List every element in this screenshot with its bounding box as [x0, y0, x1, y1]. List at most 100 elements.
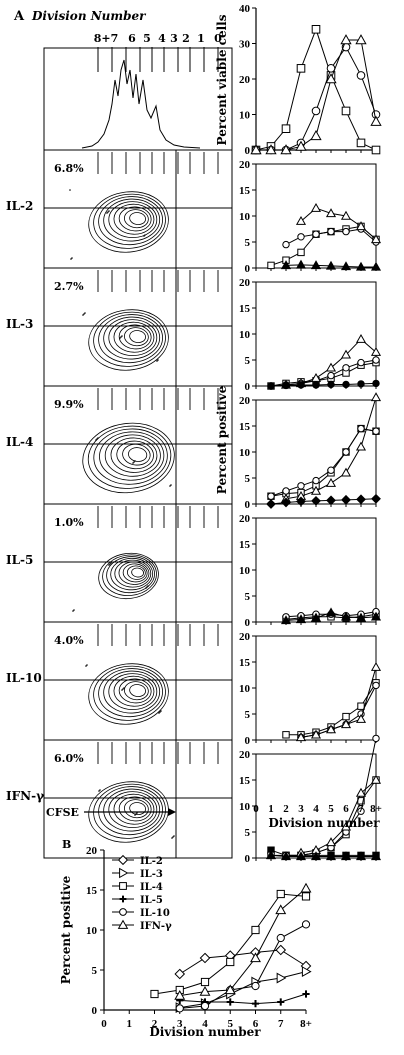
- event-dot: [84, 312, 86, 314]
- event-dot: [108, 564, 110, 566]
- event-dot: [132, 462, 134, 464]
- x-tick-label: 7: [358, 803, 364, 815]
- data-point: [340, 34, 352, 45]
- event-dot: [170, 484, 172, 486]
- data-point: [357, 424, 365, 433]
- data-point: [296, 496, 306, 507]
- data-point: [370, 851, 382, 861]
- data-point: [357, 702, 365, 710]
- data-point: [355, 34, 367, 45]
- series-line: [179, 888, 307, 997]
- contour-ring: [108, 201, 158, 239]
- x-tick-label: 3: [298, 803, 304, 815]
- contour-ring: [98, 314, 163, 364]
- y-tick-label: 15: [239, 775, 251, 787]
- contour-ring: [88, 191, 169, 253]
- contour-ring: [98, 196, 163, 246]
- event-dot: [146, 586, 148, 588]
- y-tick-label: 15: [239, 303, 251, 315]
- data-point: [297, 381, 305, 389]
- series-line: [270, 428, 377, 497]
- data-point: [371, 493, 381, 504]
- data-point: [300, 882, 312, 893]
- data-point: [226, 998, 234, 1006]
- event-dot: [70, 258, 72, 260]
- data-point: [251, 1000, 260, 1008]
- contour-ring: [124, 327, 149, 347]
- data-point: [200, 1001, 210, 1011]
- data-point: [340, 467, 352, 477]
- data-point: [340, 821, 352, 831]
- legend-label: IL-3: [140, 869, 163, 880]
- data-point: [265, 144, 277, 155]
- data-point: [326, 495, 336, 506]
- event-dot: [95, 439, 97, 441]
- series-line: [270, 428, 377, 497]
- x-tick-label: 8+: [370, 803, 382, 815]
- y-tick-label: 20: [239, 74, 251, 86]
- data-point: [174, 989, 186, 1000]
- data-point: [325, 260, 337, 270]
- contour-ring: [93, 665, 166, 721]
- data-point: [341, 106, 351, 116]
- data-point: [275, 904, 287, 915]
- series-line: [300, 667, 377, 738]
- contour-ring: [88, 309, 169, 371]
- x-tick-label: 7: [278, 1018, 284, 1030]
- y-tick-label: 5: [245, 473, 251, 485]
- contour-ring: [131, 567, 144, 578]
- contour-ring: [118, 206, 152, 232]
- event-dot: [85, 665, 87, 667]
- data-point: [174, 968, 186, 980]
- data-point: [310, 485, 322, 495]
- percent-label: 6.0%: [54, 752, 84, 765]
- percent-label: 4.0%: [54, 634, 84, 647]
- data-point: [275, 944, 287, 956]
- y-tick-label: 15: [239, 539, 251, 551]
- x-tick-label: 1: [127, 1018, 133, 1030]
- cytokine-label: IL-3: [6, 317, 33, 331]
- event-dot: [173, 835, 175, 837]
- data-point: [325, 607, 337, 617]
- data-point: [325, 724, 337, 734]
- event-dot: [134, 460, 136, 462]
- division-label: 1: [197, 32, 205, 45]
- x-tick-label: 5: [228, 1018, 234, 1030]
- histogram-curve: [81, 59, 201, 149]
- contour-ring: [88, 781, 169, 843]
- data-point: [311, 25, 321, 34]
- y-tick-label: 30: [239, 39, 251, 51]
- y-tick-label: 20: [239, 749, 251, 761]
- cytokine-label: IL-10: [6, 671, 42, 685]
- data-point: [226, 957, 235, 967]
- contour-ring: [98, 786, 163, 836]
- data-point: [355, 713, 367, 723]
- data-point: [280, 615, 292, 625]
- data-point: [250, 144, 262, 155]
- contour-ring: [106, 556, 155, 594]
- event-dot: [157, 359, 159, 361]
- event-dot: [82, 314, 84, 316]
- data-point: [355, 333, 367, 343]
- division-labels: 8+7 6 5 4 3 2 1 0: [94, 32, 222, 72]
- data-point: [282, 487, 290, 495]
- division-label: 4: [158, 32, 166, 45]
- contour-ring: [110, 437, 158, 473]
- event-dot: [123, 687, 125, 689]
- cfse-arrow: [84, 808, 176, 816]
- data-point: [280, 144, 292, 155]
- data-point: [312, 230, 320, 238]
- data-point: [355, 221, 367, 231]
- data-point: [357, 358, 365, 367]
- event-dot: [171, 837, 173, 839]
- event-dot: [106, 212, 108, 214]
- panel-b-label: B: [62, 838, 71, 851]
- contour-ring: [124, 209, 149, 229]
- y-tick-label: 5: [245, 237, 251, 249]
- division-label: 0: [214, 32, 222, 45]
- contour-ring: [98, 668, 163, 718]
- x-tick-label: 5: [328, 803, 334, 815]
- data-point: [342, 380, 350, 389]
- y-tick-label: 20: [239, 395, 251, 407]
- data-point: [277, 998, 285, 1006]
